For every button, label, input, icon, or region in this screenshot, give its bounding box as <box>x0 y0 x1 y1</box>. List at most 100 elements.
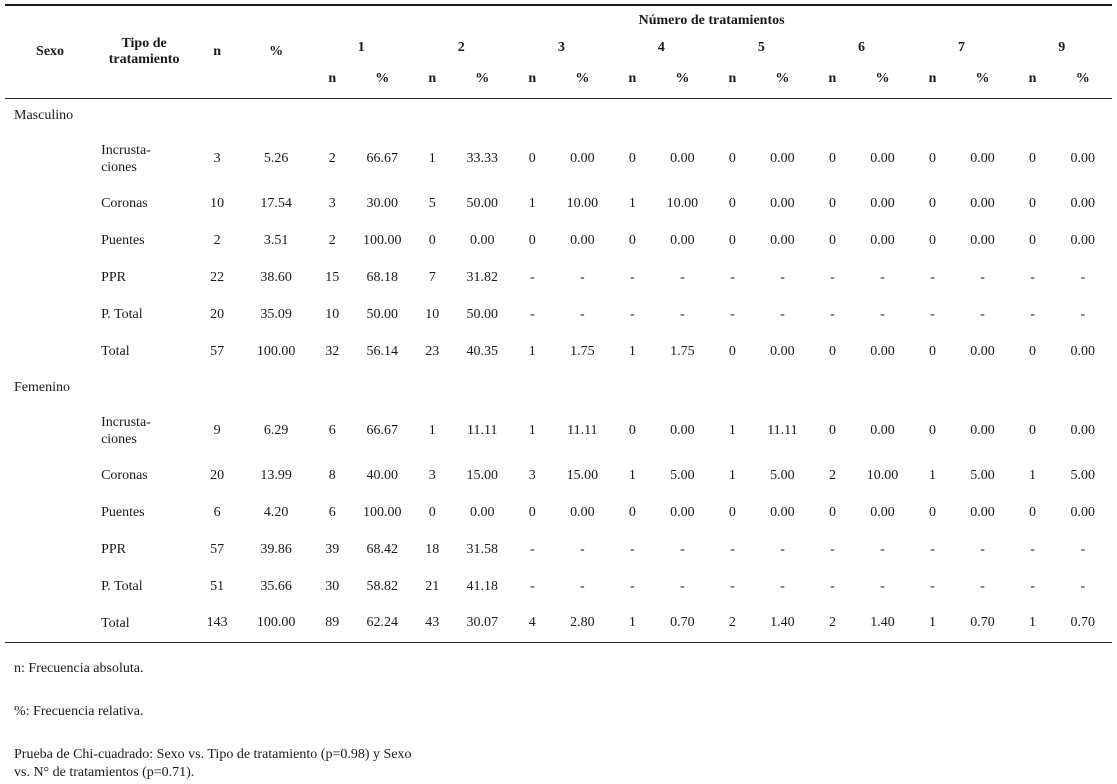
cell-value: 0 <box>828 195 836 211</box>
cell-value: 2 <box>811 605 854 643</box>
cell-value: 1 <box>728 467 736 483</box>
cell-value: 50.00 <box>366 306 398 322</box>
cell-value: 50.00 <box>466 306 499 322</box>
subheader-pct-3: % <box>553 60 612 99</box>
header-num-4: 4 <box>657 39 665 55</box>
cell-value: 33.33 <box>466 151 499 166</box>
cell-value: 1.75 <box>570 343 595 359</box>
sexo-spacer-cell <box>5 333 95 370</box>
sexo-spacer-cell <box>5 259 95 296</box>
cell-value: 5.00 <box>670 467 695 483</box>
header-num-1: 1 <box>357 39 365 55</box>
subheader-pct-5: % <box>753 60 812 99</box>
cell-value: - <box>980 578 985 594</box>
cell-value: - <box>780 306 785 322</box>
cell-n-total: 143 <box>193 605 242 643</box>
section-row: Masculino <box>5 98 1112 133</box>
subheader-n-9: n <box>1011 60 1054 99</box>
row-label: Puentes <box>101 233 145 248</box>
cell-value: 66.67 <box>366 423 398 438</box>
footnotes: n: Frecuencia absoluta. %: Frecuencia re… <box>0 643 1117 782</box>
cell-value: 0 <box>1029 195 1037 211</box>
cell-pct-total: 100.00 <box>256 343 296 359</box>
cell-value: 1 <box>1029 467 1037 483</box>
cell-value: 5 <box>428 195 436 211</box>
cell-value: 40.35 <box>466 343 499 359</box>
cell-value: 8 <box>328 467 336 483</box>
cell-value: - <box>780 541 785 557</box>
cell-value: 1 <box>528 195 536 211</box>
cell-value: 0.00 <box>670 232 695 248</box>
cell-value: 5.00 <box>770 467 795 483</box>
cell-value: 2 <box>328 151 336 166</box>
cell-value: 0.00 <box>570 151 595 166</box>
footnote-pct-definition: %: Frecuencia relativa. <box>14 703 144 719</box>
cell-value: 0 <box>1029 232 1037 248</box>
cell-value: 1 <box>928 467 936 483</box>
table-header: Sexo Tipo de tratamiento n % Número de t… <box>5 5 1112 99</box>
cell-value: - <box>579 578 585 594</box>
cell-value: 0.00 <box>770 151 795 166</box>
cell-value: 31.82 <box>466 269 499 285</box>
cell-value: - <box>830 269 835 285</box>
cell-value: 0 <box>828 423 836 438</box>
cell-value: 15.00 <box>466 467 499 483</box>
subheader-n-3: n <box>511 60 554 99</box>
cell-value: 0 <box>628 232 636 248</box>
cell-value: 0 <box>428 504 436 520</box>
cell-value: 5.00 <box>970 467 995 483</box>
cell-value: 1.40 <box>753 605 812 643</box>
cell-value: 32 <box>325 343 340 359</box>
cell-value: - <box>930 306 935 322</box>
header-sexo: Sexo <box>5 5 96 99</box>
cell-value: 0 <box>928 151 936 166</box>
cell-value: - <box>880 541 885 557</box>
cell-value: 0.00 <box>870 232 895 248</box>
cell-value: 0.70 <box>953 605 1012 643</box>
cell-value: 1 <box>611 605 654 643</box>
cell-value: 0.00 <box>970 151 995 166</box>
cell-value: 0.70 <box>653 605 712 643</box>
cell-value: 43 <box>411 605 454 643</box>
cell-value: 4 <box>511 605 554 643</box>
cell-value: 2 <box>828 467 836 483</box>
cell-n-total: 20 <box>210 306 225 322</box>
table-row: PPR 22 38.60 15 68.18 7 31.82 - - - - - - - - - - - - <box>5 259 1112 296</box>
cell-value: 0 <box>928 195 936 211</box>
cell-value: 100.00 <box>362 504 402 520</box>
sexo-spacer-cell <box>5 494 95 531</box>
row-label: Total <box>101 344 130 359</box>
cell-value: 0.00 <box>470 504 495 520</box>
header-tipo-de-tratamiento: Tipo de tratamiento <box>95 5 194 99</box>
cell-value: - <box>680 269 685 285</box>
cell-n-total: 3 <box>213 151 221 166</box>
footnote-chi-square-test: Prueba de Chi-cuadrado: Sexo vs. Tipo de… <box>14 746 412 780</box>
cell-value: 11.11 <box>567 423 598 438</box>
cell-value: 2 <box>711 605 754 643</box>
table-row: Coronas 20 13.99 8 40.00 3 15.00 3 15.00 1 5.00 1 5.… <box>5 457 1112 494</box>
header-numero-de-tratamientos: Número de tratamientos <box>638 12 785 28</box>
cell-value: 1 <box>1011 605 1054 643</box>
cell-value: 0 <box>1029 423 1037 438</box>
cell-value: 0.00 <box>570 504 595 520</box>
cell-n-total: 10 <box>210 195 225 211</box>
cell-value: 0.00 <box>770 232 795 248</box>
table-row: Puentes 2 3.51 2 100.00 0 0.00 0 0.00 0 0.00 0 0.00 0… <box>5 222 1112 259</box>
cell-value: 58.82 <box>366 578 398 594</box>
cell-value: 2 <box>328 232 336 248</box>
section-label-masculino: Masculino <box>14 107 74 123</box>
subheader-pct-1: % <box>353 60 412 99</box>
cell-n-total: 9 <box>213 423 221 438</box>
cell-value: - <box>579 306 585 322</box>
cell-value: - <box>830 306 835 322</box>
row-label: Puentes <box>101 505 145 520</box>
table-row: Incrusta- ciones 3 5.26 2 66.67 1 33.33 0 0.00 0 0… <box>5 133 1112 185</box>
cell-value: 0.00 <box>1070 195 1096 211</box>
cell-value: 0.00 <box>870 195 895 211</box>
subheader-n-5: n <box>711 60 754 99</box>
row-label: Incrusta- ciones <box>101 143 151 175</box>
cell-value: - <box>730 578 735 594</box>
cell-value: 1 <box>628 195 636 211</box>
table-row: PPR 57 39.86 39 68.42 18 31.58 - - - - - - - - - - - - <box>5 531 1112 568</box>
cell-value: - <box>930 269 935 285</box>
